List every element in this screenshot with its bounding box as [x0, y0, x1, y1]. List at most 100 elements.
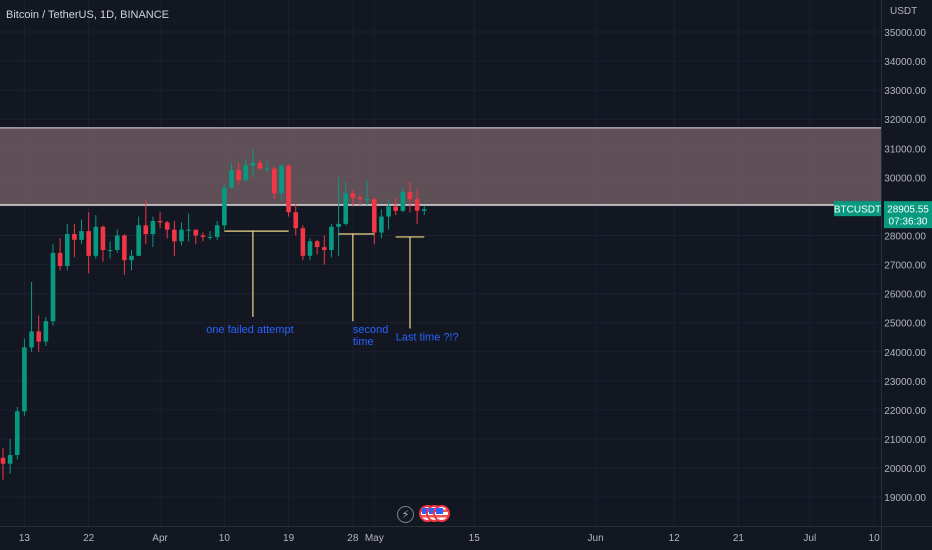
candle: [36, 315, 41, 352]
candle: [50, 244, 56, 326]
price-tick-label: 32000.00: [884, 115, 926, 126]
time-tick-label: 15: [469, 533, 481, 544]
candle: [143, 200, 149, 245]
candle-body: [179, 229, 184, 242]
candle: [300, 225, 306, 261]
candle-body: [257, 162, 263, 169]
candle: [122, 234, 127, 275]
symbol-tag-label: BTCUSDT: [834, 205, 881, 216]
candle: [57, 238, 63, 271]
candle: [307, 238, 313, 261]
candle-body: [64, 234, 70, 267]
candle-body: [350, 193, 356, 198]
resistance-zone: [0, 127, 881, 206]
candle-body: [72, 234, 77, 240]
candle-body: [186, 229, 191, 231]
economic-events-flags[interactable]: [419, 504, 459, 524]
candle-body: [29, 331, 34, 348]
candle: [279, 164, 284, 201]
time-tick-label: 10: [219, 533, 231, 544]
candle-body: [279, 165, 284, 194]
candle-body: [43, 321, 49, 342]
symbol-tag-bg: [834, 201, 881, 217]
last-price-label: 28905.55: [887, 205, 929, 216]
candle: [386, 199, 391, 230]
candle-body: [379, 216, 384, 233]
annotation: Last time ?!?: [395, 236, 459, 343]
time-tick-label: 22: [83, 533, 95, 544]
candle: [7, 438, 13, 474]
candle-body: [421, 209, 427, 211]
candle: [136, 216, 141, 256]
candle: [43, 316, 49, 346]
candle: [393, 197, 398, 216]
price-axis[interactable]: 35000.00 34000.00 33000.00 32000.00 31000.00…: [884, 6, 926, 504]
countdown-label: 07:36:30: [889, 217, 928, 228]
candle-body: [36, 331, 41, 342]
candle-body: [386, 206, 391, 217]
price-tick-label: 28000.00: [884, 231, 926, 242]
price-tick-label: 26000.00: [884, 290, 926, 301]
candle-body: [272, 168, 277, 194]
candle: [107, 241, 113, 259]
candle: [79, 219, 84, 245]
candle-body: [200, 235, 206, 237]
candle: [407, 181, 413, 213]
price-tick-label: 20000.00: [884, 464, 926, 475]
candle-body: [207, 236, 213, 238]
candle: [371, 197, 377, 245]
candle: [172, 220, 177, 256]
chart-events-bar[interactable]: ⚡: [397, 504, 459, 524]
candle: [257, 159, 263, 171]
candle: [214, 220, 220, 240]
candle: [164, 220, 170, 239]
candle-body: [214, 225, 220, 237]
candle-body: [393, 206, 398, 211]
candle: [243, 158, 249, 182]
candle: [364, 180, 370, 205]
price-tick-label: 21000.00: [884, 435, 926, 446]
candle-body: [122, 235, 127, 261]
candle: [186, 213, 191, 242]
currency-label: USDT: [890, 6, 917, 17]
candle: [100, 225, 106, 262]
annotation-label: time: [353, 336, 374, 348]
price-tick-label: 22000.00: [884, 406, 926, 417]
price-tick-label: 24000.00: [884, 348, 926, 359]
candle: [207, 231, 213, 240]
time-tick-label: Jul: [803, 533, 816, 544]
candle-body: [329, 226, 334, 251]
candle-body: [50, 252, 56, 322]
candle: [414, 188, 420, 224]
candle: [350, 190, 356, 207]
time-axis-separator: [0, 526, 932, 527]
candle-body: [150, 220, 156, 235]
time-axis[interactable]: 13 22 Apr 10 19 28 May 15 Jun 12 21 Jul 10: [19, 533, 880, 544]
candle: [200, 232, 206, 242]
candle: [264, 161, 270, 172]
candle: [129, 250, 134, 271]
time-tick-label: May: [365, 533, 384, 544]
candle-body: [57, 252, 63, 267]
candle: [336, 177, 341, 256]
candle-body: [107, 250, 113, 252]
lightning-icon[interactable]: ⚡: [397, 505, 414, 523]
time-tick-label: 12: [669, 533, 681, 544]
candle-body: [114, 235, 120, 251]
candle-body: [193, 229, 199, 236]
candle-body: [222, 187, 227, 226]
price-axis-separator: [881, 0, 882, 550]
candle: [222, 184, 227, 230]
candle-body: [364, 199, 370, 201]
candle-body: [371, 199, 377, 233]
candle-body: [343, 193, 349, 224]
candle-body: [229, 170, 234, 188]
candle-body: [250, 162, 256, 166]
us-flag-icon[interactable]: [433, 505, 450, 522]
candle-body: [129, 255, 134, 261]
candle: [329, 223, 334, 258]
